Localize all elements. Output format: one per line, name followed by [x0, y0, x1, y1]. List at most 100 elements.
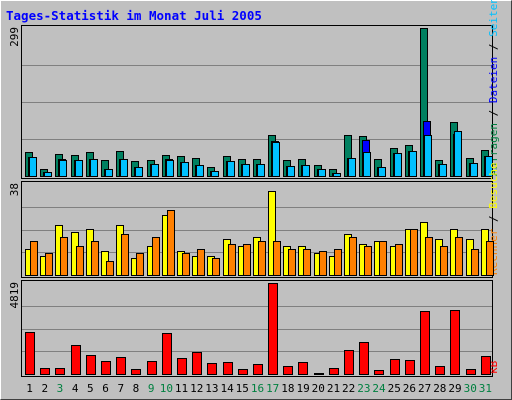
panel-max-label: 38: [8, 183, 21, 196]
x-day-label: 1: [26, 382, 33, 395]
bar-rechner: [228, 244, 236, 276]
bar-rechner: [471, 249, 479, 276]
x-day-label: 25: [388, 382, 401, 395]
bar-kb: [147, 361, 157, 375]
bar-kb: [131, 369, 141, 375]
bar-kb: [116, 357, 126, 375]
bar-rechner: [349, 237, 357, 276]
legend-label-part: /: [487, 37, 500, 57]
bar-kb: [238, 369, 248, 375]
x-day-label: 16: [251, 382, 264, 395]
legend-label-part: Dateien: [487, 57, 500, 103]
x-day-label: 15: [236, 382, 249, 395]
bar-seiten: [424, 135, 432, 177]
bar-kb: [359, 342, 369, 375]
x-day-label: 29: [448, 382, 461, 395]
bar-kb: [268, 283, 278, 375]
x-day-label: 11: [175, 382, 188, 395]
bar-rechner: [395, 244, 403, 276]
bar-seiten: [59, 160, 67, 177]
bar-rechner: [379, 241, 387, 276]
panel-middle: 38Rechner / Besuche: [8, 162, 500, 278]
bar-kb: [450, 310, 460, 375]
bar-seiten: [394, 153, 402, 177]
x-day-label: 28: [433, 382, 446, 395]
x-day-label: 18: [281, 382, 294, 395]
bar-rechner: [212, 258, 220, 276]
x-day-label: 7: [117, 382, 124, 395]
bar-rechner: [258, 241, 266, 276]
x-day-label: 23: [357, 382, 370, 395]
bar-rechner: [273, 241, 281, 276]
x-day-label: 5: [87, 382, 94, 395]
bar-seiten: [257, 164, 265, 177]
x-day-label: 9: [148, 382, 155, 395]
panel-top: 299 Anfragen / Dateien / Seiten: [8, 0, 500, 179]
bar-kb: [71, 345, 81, 375]
bar-seiten: [485, 156, 493, 177]
bar-kb: [481, 356, 491, 375]
bar-kb: [298, 362, 308, 375]
bar-rechner: [91, 241, 99, 276]
bar-rechner: [440, 246, 448, 276]
x-day-label: 4: [72, 382, 79, 395]
bar-seiten: [272, 142, 280, 177]
legend-label-part: /: [487, 103, 500, 123]
bar-kb: [253, 364, 263, 375]
bar-kb: [192, 352, 202, 375]
bar-rechner: [425, 237, 433, 276]
bar-rechner: [136, 253, 144, 276]
bar-kb: [329, 368, 339, 375]
bar-seiten: [44, 172, 52, 177]
bar-rechner: [106, 261, 114, 276]
bar-seiten: [409, 151, 417, 177]
bar-rechner: [30, 241, 38, 276]
x-day-label: 24: [372, 382, 386, 395]
bar-kb: [25, 332, 35, 375]
bar-seiten: [333, 173, 341, 177]
x-day-label: 30: [464, 382, 477, 395]
x-day-label: 17: [266, 382, 279, 395]
bar-seiten: [196, 165, 204, 177]
x-day-label: 20: [312, 382, 325, 395]
bar-seiten: [75, 160, 83, 177]
bar-seiten: [151, 164, 159, 177]
bar-rechner: [60, 237, 68, 276]
x-day-label: 19: [296, 382, 309, 395]
bar-seiten: [227, 161, 235, 177]
bar-rechner: [303, 249, 311, 276]
x-day-label: 3: [57, 382, 64, 395]
x-day-label: 21: [327, 382, 340, 395]
bar-kb: [40, 368, 50, 375]
panel-legend-label: Anfragen / Dateien / Seiten: [487, 0, 500, 176]
panel-max-label: 4819: [8, 282, 21, 309]
bar-rechner: [486, 241, 494, 276]
bar-rechner: [152, 237, 160, 276]
bar-seiten: [211, 171, 219, 177]
bar-seiten: [29, 157, 37, 177]
bar-seiten: [181, 162, 189, 177]
bar-seiten: [363, 152, 371, 177]
x-day-label: 27: [418, 382, 431, 395]
bar-rechner: [197, 249, 205, 276]
bar-kb: [55, 368, 65, 375]
bar-besuche: [268, 191, 276, 276]
bar-rechner: [319, 251, 327, 276]
bar-rechner: [455, 237, 463, 276]
bar-kb: [162, 333, 172, 375]
bar-kb: [86, 355, 96, 375]
bar-rechner: [121, 234, 129, 276]
x-day-label: 8: [133, 382, 140, 395]
bar-kb: [177, 358, 187, 375]
chart-panels: 299 Anfragen / Dateien / Seiten38Rechner …: [8, 0, 500, 377]
legend-label-part: Seiten: [487, 0, 500, 37]
bar-seiten: [318, 169, 326, 177]
bar-kb: [314, 373, 324, 375]
bar-rechner: [243, 244, 251, 276]
bar-kb: [435, 366, 445, 375]
bar-seiten: [470, 163, 478, 177]
bar-rechner: [76, 246, 84, 276]
